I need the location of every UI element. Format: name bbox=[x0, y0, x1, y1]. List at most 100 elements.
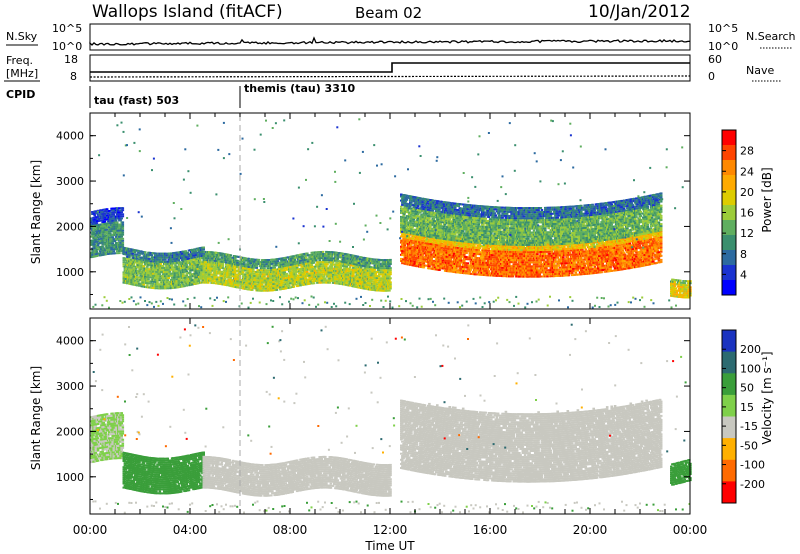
scatter-cell bbox=[128, 256, 131, 258]
scatter-cell bbox=[128, 268, 131, 270]
scatter-cell bbox=[143, 284, 146, 286]
scatter-cell bbox=[443, 298, 445, 300]
scatter-cell bbox=[91, 211, 94, 213]
scatter-cell bbox=[518, 303, 520, 305]
scatter-cell bbox=[182, 300, 184, 302]
scatter-cell bbox=[146, 266, 149, 268]
scatter-cell bbox=[644, 306, 646, 308]
scatter-cell bbox=[438, 269, 441, 271]
scatter-cell bbox=[245, 266, 248, 268]
scatter-cell bbox=[400, 258, 403, 260]
scatter-cell bbox=[464, 262, 467, 264]
scatter-cell bbox=[433, 242, 436, 244]
scatter-cell bbox=[183, 285, 186, 287]
scatter-cell bbox=[401, 298, 403, 300]
scatter-cell bbox=[434, 304, 436, 306]
scatter-cell bbox=[479, 251, 482, 253]
scatter-cell bbox=[151, 281, 154, 283]
scatter-cell bbox=[385, 284, 388, 286]
scatter-cell bbox=[389, 277, 392, 279]
scatter-cell bbox=[463, 268, 466, 270]
scatter-cell bbox=[263, 290, 266, 292]
scatter-cell bbox=[122, 221, 125, 223]
scatter-cell bbox=[313, 282, 316, 284]
scatter-cell bbox=[325, 265, 328, 267]
scatter-cell bbox=[120, 217, 123, 219]
scatter-cell bbox=[202, 247, 205, 249]
scatter-cell bbox=[392, 307, 394, 309]
scatter-cell bbox=[469, 271, 472, 273]
scatter-cell bbox=[106, 208, 109, 210]
scatter-cell bbox=[201, 253, 204, 255]
scatter-cell bbox=[208, 274, 211, 276]
scatter-cell bbox=[536, 301, 538, 303]
scatter-cell bbox=[280, 264, 283, 266]
scatter-cell bbox=[122, 209, 125, 211]
scatter-cell bbox=[108, 226, 111, 228]
scatter-cell bbox=[231, 265, 234, 267]
scatter-cell bbox=[138, 254, 141, 256]
scatter-cell bbox=[460, 245, 463, 247]
scatter-cell bbox=[409, 246, 412, 248]
scatter-cell bbox=[326, 255, 329, 257]
scatter-cell bbox=[335, 278, 338, 280]
scatter-cell bbox=[105, 211, 108, 213]
scatter-cell bbox=[223, 261, 226, 263]
scatter-cell bbox=[389, 271, 392, 273]
scatter-cell bbox=[144, 300, 146, 302]
scatter-cell bbox=[254, 283, 257, 285]
scatter-cell bbox=[235, 274, 238, 276]
scatter-cell bbox=[214, 299, 216, 301]
scatter-cell bbox=[463, 254, 466, 256]
scatter-cell bbox=[122, 224, 125, 226]
scatter-cell bbox=[187, 298, 189, 300]
scatter-cell bbox=[258, 259, 261, 261]
scatter-cell bbox=[156, 279, 159, 281]
scatter-cell bbox=[207, 269, 210, 271]
scatter-cell bbox=[236, 260, 239, 262]
scatter-cell bbox=[369, 305, 371, 307]
scatter-cell bbox=[412, 305, 414, 307]
power-heatmap-data bbox=[90, 118, 692, 308]
scatter-cell bbox=[255, 267, 258, 269]
scatter-cell bbox=[362, 304, 364, 306]
scatter-cell bbox=[269, 265, 272, 267]
scatter-cell bbox=[104, 213, 107, 215]
scatter-cell bbox=[608, 306, 610, 308]
nsky-trace bbox=[90, 38, 690, 45]
scatter-cell bbox=[160, 269, 163, 271]
scatter-cell bbox=[286, 285, 289, 287]
scatter-cell bbox=[398, 305, 400, 307]
scatter-cell bbox=[140, 296, 142, 298]
scatter-cell bbox=[230, 254, 233, 256]
cpid-segment-1: tau (fast) 503 bbox=[94, 94, 179, 107]
scatter-cell bbox=[109, 212, 112, 214]
scatter-cell bbox=[466, 301, 468, 303]
scatter-cell bbox=[513, 305, 515, 307]
scatter-cell bbox=[311, 296, 313, 298]
scatter-cell bbox=[388, 279, 391, 281]
scatter-cell bbox=[324, 301, 326, 303]
scatter-cell bbox=[424, 248, 427, 250]
scatter-cell bbox=[152, 273, 155, 275]
scatter-cell bbox=[470, 269, 473, 271]
nave-tick-bottom: 0 bbox=[708, 70, 715, 83]
scatter-cell bbox=[527, 303, 529, 305]
scatter-cell bbox=[146, 284, 149, 286]
scatter-cell bbox=[174, 260, 177, 262]
scatter-cell bbox=[248, 307, 250, 309]
scatter-cell bbox=[137, 250, 140, 252]
scatter-cell bbox=[138, 262, 141, 264]
scatter-cell bbox=[352, 273, 355, 275]
scatter-cell bbox=[370, 274, 373, 276]
scatter-cell bbox=[423, 262, 426, 264]
scatter-cell bbox=[95, 237, 98, 239]
scatter-cell bbox=[200, 271, 203, 273]
scatter-cell bbox=[387, 296, 389, 298]
scatter-cell bbox=[202, 249, 205, 251]
scatter-cell bbox=[281, 303, 283, 305]
scatter-cell bbox=[308, 277, 311, 279]
scatter-cell bbox=[438, 247, 441, 249]
scatter-cell bbox=[208, 278, 211, 280]
scatter-cell bbox=[325, 261, 328, 263]
